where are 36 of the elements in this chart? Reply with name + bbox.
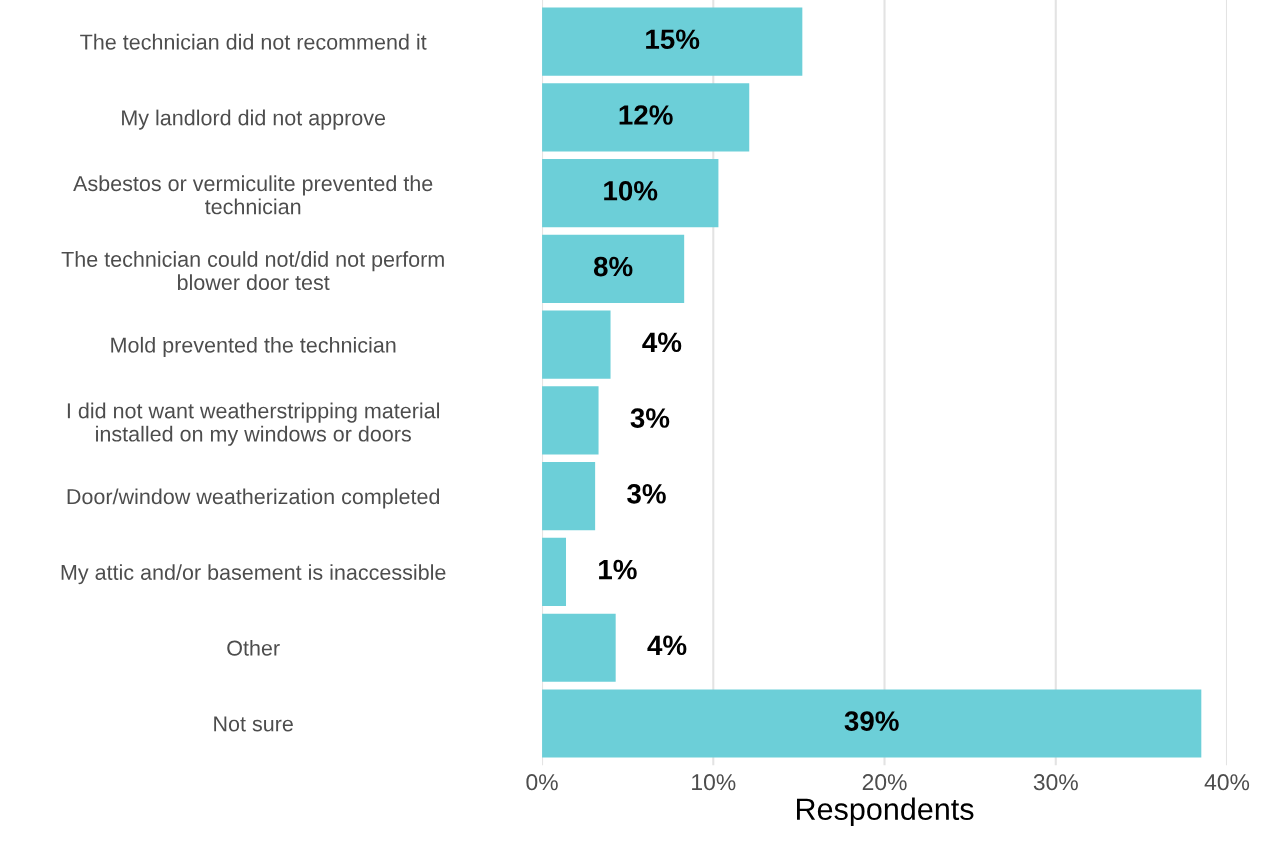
data-label: 4%	[647, 635, 687, 656]
bar	[542, 310, 611, 379]
y-tick-label: Not sure	[214, 716, 293, 732]
bar	[542, 7, 803, 76]
y-tick-label: Other	[227, 639, 280, 656]
bar	[542, 462, 596, 531]
bar	[542, 537, 567, 607]
bar	[542, 234, 685, 304]
y-tick-label: My attic and/or basement is inaccessible	[61, 564, 446, 585]
data-label: 10%	[604, 180, 658, 201]
y-tick-label: Door/window weatherization completed	[67, 488, 440, 509]
data-label: 4%	[642, 332, 682, 353]
bar	[542, 83, 750, 152]
x-tick-label: 0%	[526, 774, 558, 791]
data-label: 1%	[599, 559, 637, 580]
x-tick-label: 10%	[692, 774, 736, 791]
data-label: 39%	[844, 711, 899, 731]
y-tick-label: Mold prevented the technician	[111, 336, 396, 357]
y-tick-label: I did not want weatherstripping material installed on my windows or doors	[67, 402, 439, 446]
y-tick-label: Asbestos or vermiculite prevented the technician	[73, 175, 433, 215]
bar	[542, 689, 1202, 758]
x-tick-label: 20%	[862, 774, 907, 791]
x-axis-title: Respondents	[797, 797, 974, 827]
x-tick-label: 40%	[1204, 774, 1250, 791]
y-tick-label: The technician could not/did not perform blower door test	[61, 251, 444, 291]
data-label: 3%	[630, 408, 670, 428]
data-label: 3%	[627, 483, 666, 504]
bar	[542, 159, 719, 228]
y-tick-label: The technician did not recommend it	[80, 33, 427, 50]
data-label: 15%	[646, 29, 700, 50]
data-label: 12%	[619, 105, 673, 125]
data-label: 8%	[593, 256, 633, 277]
bar	[542, 613, 616, 682]
y-tick-label: My landlord did not approve	[122, 109, 386, 130]
x-tick-label: 30%	[1033, 774, 1078, 791]
bar	[542, 386, 599, 455]
